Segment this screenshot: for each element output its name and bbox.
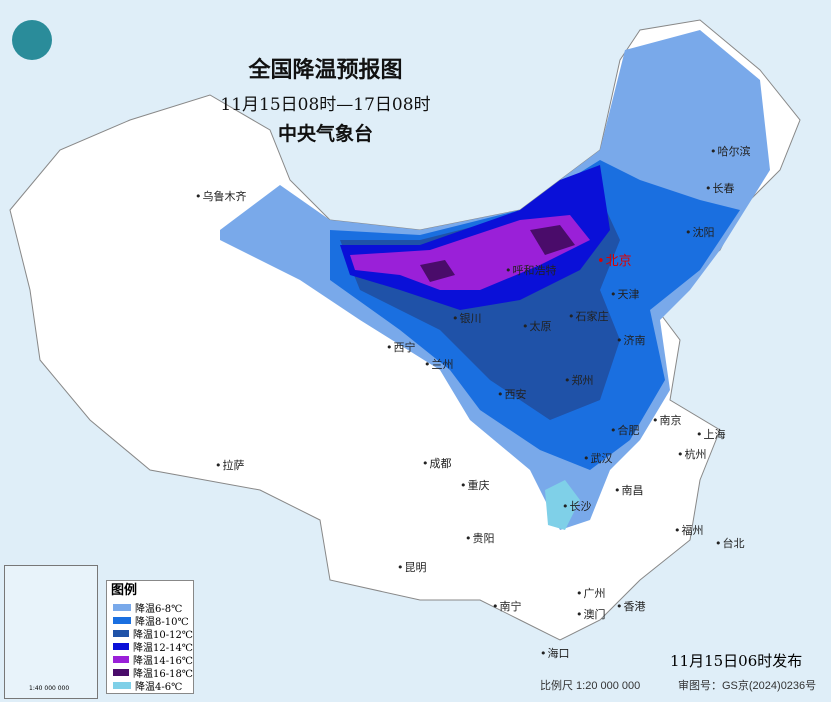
city-label: 南宁 <box>492 600 522 613</box>
issue-time: 11月15日06时发布 <box>670 652 803 670</box>
city-label: 南昌 <box>614 484 644 497</box>
city-label: 银川 <box>452 312 482 325</box>
city-label: 呼和浩特 <box>505 264 557 277</box>
city-label: 上海 <box>696 428 726 441</box>
legend-label: 降温6-8℃ <box>135 604 183 615</box>
city-label: 石家庄 <box>568 310 609 323</box>
city-label: 济南 <box>616 334 646 347</box>
city-label: 乌鲁木齐 <box>195 190 247 203</box>
legend-label: 降温8-10℃ <box>135 617 189 628</box>
issuer: 中央气象台 <box>277 123 373 145</box>
city-label: 天津 <box>610 288 640 301</box>
city-label: 沈阳 <box>685 226 715 239</box>
legend-swatch <box>113 682 131 689</box>
city-label: 成都 <box>422 457 452 470</box>
city-label: 长沙 <box>562 500 592 513</box>
legend-item: 降温16-18℃ <box>113 666 193 680</box>
legend: 图例 降温6-8℃ 降温8-10℃ 降温10-12℃ 降温12-14℃ 降温14… <box>106 580 194 694</box>
city-label: 长春 <box>705 182 735 195</box>
city-label: 郑州 <box>564 374 594 387</box>
legend-label: 降温14-16℃ <box>132 656 193 667</box>
legend-swatch <box>113 630 129 637</box>
legend-label: 降温4-6℃ <box>135 682 183 693</box>
legend-swatch <box>113 604 131 611</box>
city-label: 广州 <box>576 587 606 600</box>
legend-item: 降温6-8℃ <box>113 601 193 615</box>
legend-item: 降温12-14℃ <box>113 640 193 654</box>
city-label: 武汉 <box>583 452 613 465</box>
legend-swatch <box>113 617 131 624</box>
zone-16-18 <box>420 225 575 282</box>
city-label: 北京 <box>597 254 632 269</box>
legend-label: 降温10-12℃ <box>132 630 193 641</box>
city-label: 南京 <box>652 414 682 427</box>
legend-item: 降温10-12℃ <box>113 627 193 641</box>
city-label: 哈尔滨 <box>710 145 751 158</box>
city-label: 昆明 <box>397 561 427 574</box>
legend-label: 降温16-18℃ <box>132 669 193 680</box>
legend-item: 降温4-6℃ <box>113 679 193 693</box>
zone-14-16 <box>350 215 590 290</box>
city-label: 海口 <box>540 647 570 660</box>
legend-swatch <box>113 669 129 676</box>
forecast-period: 11月15日08时—17日08时 <box>220 95 431 115</box>
legend-label: 降温12-14℃ <box>132 643 193 654</box>
city-label: 拉萨 <box>215 459 245 472</box>
city-label: 兰州 <box>424 358 454 371</box>
city-label: 西宁 <box>386 341 416 354</box>
legend-swatch <box>113 643 129 650</box>
legend-item: 降温14-16℃ <box>113 653 193 667</box>
city-label: 福州 <box>674 524 704 537</box>
city-label: 台北 <box>715 537 745 550</box>
inset-scale: 1:40 000 000 <box>29 685 70 692</box>
legend-title: 图例 <box>111 583 138 598</box>
cooling-zones <box>220 30 770 530</box>
map-scale: 比例尺 1:20 000 000 <box>540 680 641 692</box>
map-title: 全国降温预报图 <box>248 58 403 83</box>
city-label: 太原 <box>522 320 552 333</box>
city-label: 贵阳 <box>465 532 495 545</box>
cma-logo <box>12 20 52 60</box>
city-label: 杭州 <box>677 448 707 461</box>
legend-swatch <box>113 656 129 663</box>
city-label: 香港 <box>616 600 646 613</box>
south-china-sea-inset: 1:40 000 000 <box>4 565 98 699</box>
legend-item: 降温8-10℃ <box>113 614 193 628</box>
city-label: 澳门 <box>576 608 606 621</box>
city-label: 西安 <box>497 388 527 401</box>
city-label: 重庆 <box>460 479 490 492</box>
review-number: 审图号：GS京(2024)0236号 <box>678 680 817 692</box>
city-label: 合肥 <box>610 424 640 437</box>
